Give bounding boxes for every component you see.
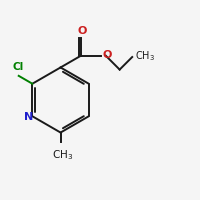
Text: CH$_3$: CH$_3$ — [52, 148, 73, 162]
Text: O: O — [77, 26, 87, 36]
Text: N: N — [24, 112, 33, 122]
Text: O: O — [103, 50, 112, 60]
Text: CH$_3$: CH$_3$ — [135, 49, 155, 63]
Text: Cl: Cl — [12, 62, 23, 72]
